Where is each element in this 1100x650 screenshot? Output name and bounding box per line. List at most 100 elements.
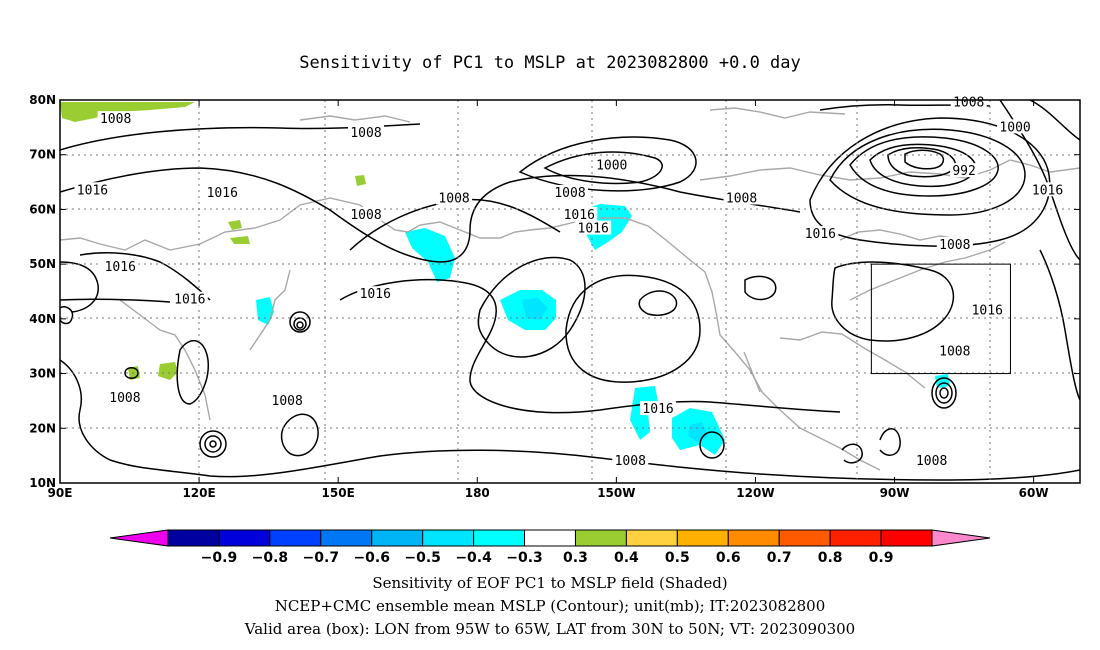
contour-label-bg bbox=[950, 94, 987, 109]
contour-label-bg bbox=[436, 190, 473, 205]
colorbar-low-triangle bbox=[109, 529, 169, 547]
colorbar-swatch bbox=[167, 529, 220, 547]
map-frame bbox=[59, 99, 1081, 484]
contour-label: 1016 bbox=[207, 186, 238, 201]
contour-label: 1008 bbox=[109, 391, 140, 406]
contour-label-bg bbox=[102, 258, 139, 273]
contour-label: 1008 bbox=[350, 126, 381, 141]
contour-label: 1008 bbox=[100, 112, 131, 127]
lat-label: 70N bbox=[29, 148, 56, 162]
colorbar-label: −0.3 bbox=[506, 550, 543, 566]
contour-label-bg bbox=[612, 453, 649, 468]
lon-label: 60W bbox=[1019, 486, 1049, 500]
contour-label: 1008 bbox=[438, 191, 469, 206]
axis-ticks bbox=[59, 99, 1080, 484]
map-title: Sensitivity of PC1 to MSLP at 2023082800… bbox=[299, 53, 801, 73]
lon-label: 90E bbox=[48, 486, 73, 500]
lon-label: 150E bbox=[322, 486, 355, 500]
contour-label: 1008 bbox=[554, 186, 585, 201]
colorbar-swatch bbox=[269, 529, 322, 547]
colorbar-label: 0.7 bbox=[767, 550, 792, 566]
contour-label: 1008 bbox=[953, 96, 984, 111]
contour-label: 1016 bbox=[642, 402, 673, 417]
contour-label-bg bbox=[640, 401, 677, 416]
shade-china-positive-2 bbox=[158, 362, 178, 380]
contour-label-bg bbox=[171, 291, 208, 306]
contour-label: 1008 bbox=[726, 191, 757, 206]
contour-label-bg bbox=[552, 185, 588, 200]
colorbar-high-triangle bbox=[931, 529, 991, 547]
colorbar-label: −0.8 bbox=[252, 550, 289, 566]
shade-siberia-positive-2 bbox=[230, 236, 250, 244]
colorbar-label: −0.5 bbox=[404, 550, 441, 566]
lon-label: 120W bbox=[736, 486, 774, 500]
shade-okhotsk-negative bbox=[405, 228, 455, 282]
colorbar-label: −0.4 bbox=[455, 550, 492, 566]
colorbar-swatch bbox=[473, 529, 526, 547]
contour-label: 1016 bbox=[1032, 183, 1063, 198]
contour-label-bg bbox=[97, 111, 134, 126]
caption-line-1: Sensitivity of EOF PC1 to MSLP field (Sh… bbox=[372, 574, 727, 592]
contour-label-bg bbox=[936, 343, 973, 358]
contour-label: 1016 bbox=[105, 260, 136, 275]
colorbar-swatch bbox=[625, 529, 678, 547]
colorbar-label: 0.3 bbox=[563, 550, 588, 566]
contour-label: 1016 bbox=[805, 227, 836, 242]
lat-label: 30N bbox=[29, 367, 56, 381]
colorbar bbox=[109, 529, 991, 547]
contour-label-bg bbox=[802, 226, 839, 241]
colorbar-label: −0.6 bbox=[353, 550, 390, 566]
contour-label: 1008 bbox=[615, 454, 646, 469]
caption: Sensitivity of EOF PC1 to MSLP field (Sh… bbox=[244, 574, 855, 638]
contour-label-bg bbox=[269, 392, 306, 407]
longitude-labels: 90E 120E 150E 180 150W 120W 90W 60W bbox=[48, 486, 1049, 500]
contour-label: 1016 bbox=[564, 208, 595, 223]
lon-label: 180 bbox=[465, 486, 490, 500]
colorbar-label: 0.6 bbox=[716, 550, 741, 566]
colorbar-swatch bbox=[574, 529, 627, 547]
contour-label: 1016 bbox=[174, 293, 205, 308]
lat-label: 40N bbox=[29, 312, 56, 326]
contour-label: 1008 bbox=[350, 208, 381, 223]
colorbar-swatch bbox=[880, 529, 933, 547]
contour-label-bg bbox=[74, 182, 111, 197]
contour-label-bg bbox=[106, 390, 143, 405]
colorbar-swatch bbox=[676, 529, 729, 547]
shade-arctic-positive bbox=[60, 102, 195, 122]
contour-label: 992 bbox=[952, 164, 975, 179]
contour-label-bg bbox=[936, 236, 973, 251]
contour-label-bg bbox=[913, 453, 950, 468]
lat-label: 20N bbox=[29, 421, 56, 435]
colorbar-swatch bbox=[371, 529, 424, 547]
contour-label: 1016 bbox=[578, 222, 609, 237]
contour-label-bg bbox=[348, 206, 384, 221]
latitude-labels: 80N 70N 60N 50N 40N 30N 20N 10N bbox=[29, 93, 56, 490]
contour-label-bg bbox=[723, 190, 760, 205]
contour-label-bg bbox=[969, 302, 1006, 317]
contour-label: 1016 bbox=[360, 287, 391, 302]
contour-label-bg bbox=[348, 124, 384, 139]
colorbar-label: 0.4 bbox=[614, 550, 639, 566]
colorbar-swatch bbox=[422, 529, 475, 547]
contour-label: 1008 bbox=[939, 238, 970, 253]
caption-line-2: NCEP+CMC ensemble mean MSLP (Contour); u… bbox=[275, 597, 826, 615]
contour-label: 1008 bbox=[916, 454, 947, 469]
colorbar-label: 0.8 bbox=[818, 550, 843, 566]
lon-label: 90W bbox=[880, 486, 910, 500]
shade-north-pacific-core bbox=[522, 298, 548, 320]
colorbar-swatch bbox=[727, 529, 780, 547]
contour-label: 1016 bbox=[77, 183, 108, 198]
lon-label: 120E bbox=[182, 486, 215, 500]
lat-lon-grid bbox=[60, 100, 1080, 483]
colorbar-swatch bbox=[320, 529, 373, 547]
shade-siberia-positive-1 bbox=[228, 220, 242, 230]
shade-japan-negative bbox=[256, 297, 274, 325]
colorbar-label: −0.7 bbox=[303, 550, 340, 566]
lat-label: 60N bbox=[29, 202, 56, 216]
contour-label: 1008 bbox=[939, 345, 970, 360]
map-background bbox=[60, 100, 1080, 483]
colorbar-labels: −0.9 −0.8 −0.7 −0.6 −0.5 −0.4 −0.3 0.3 0.4 0.5 0.6… bbox=[201, 550, 894, 566]
contour-label-bg bbox=[204, 185, 241, 200]
